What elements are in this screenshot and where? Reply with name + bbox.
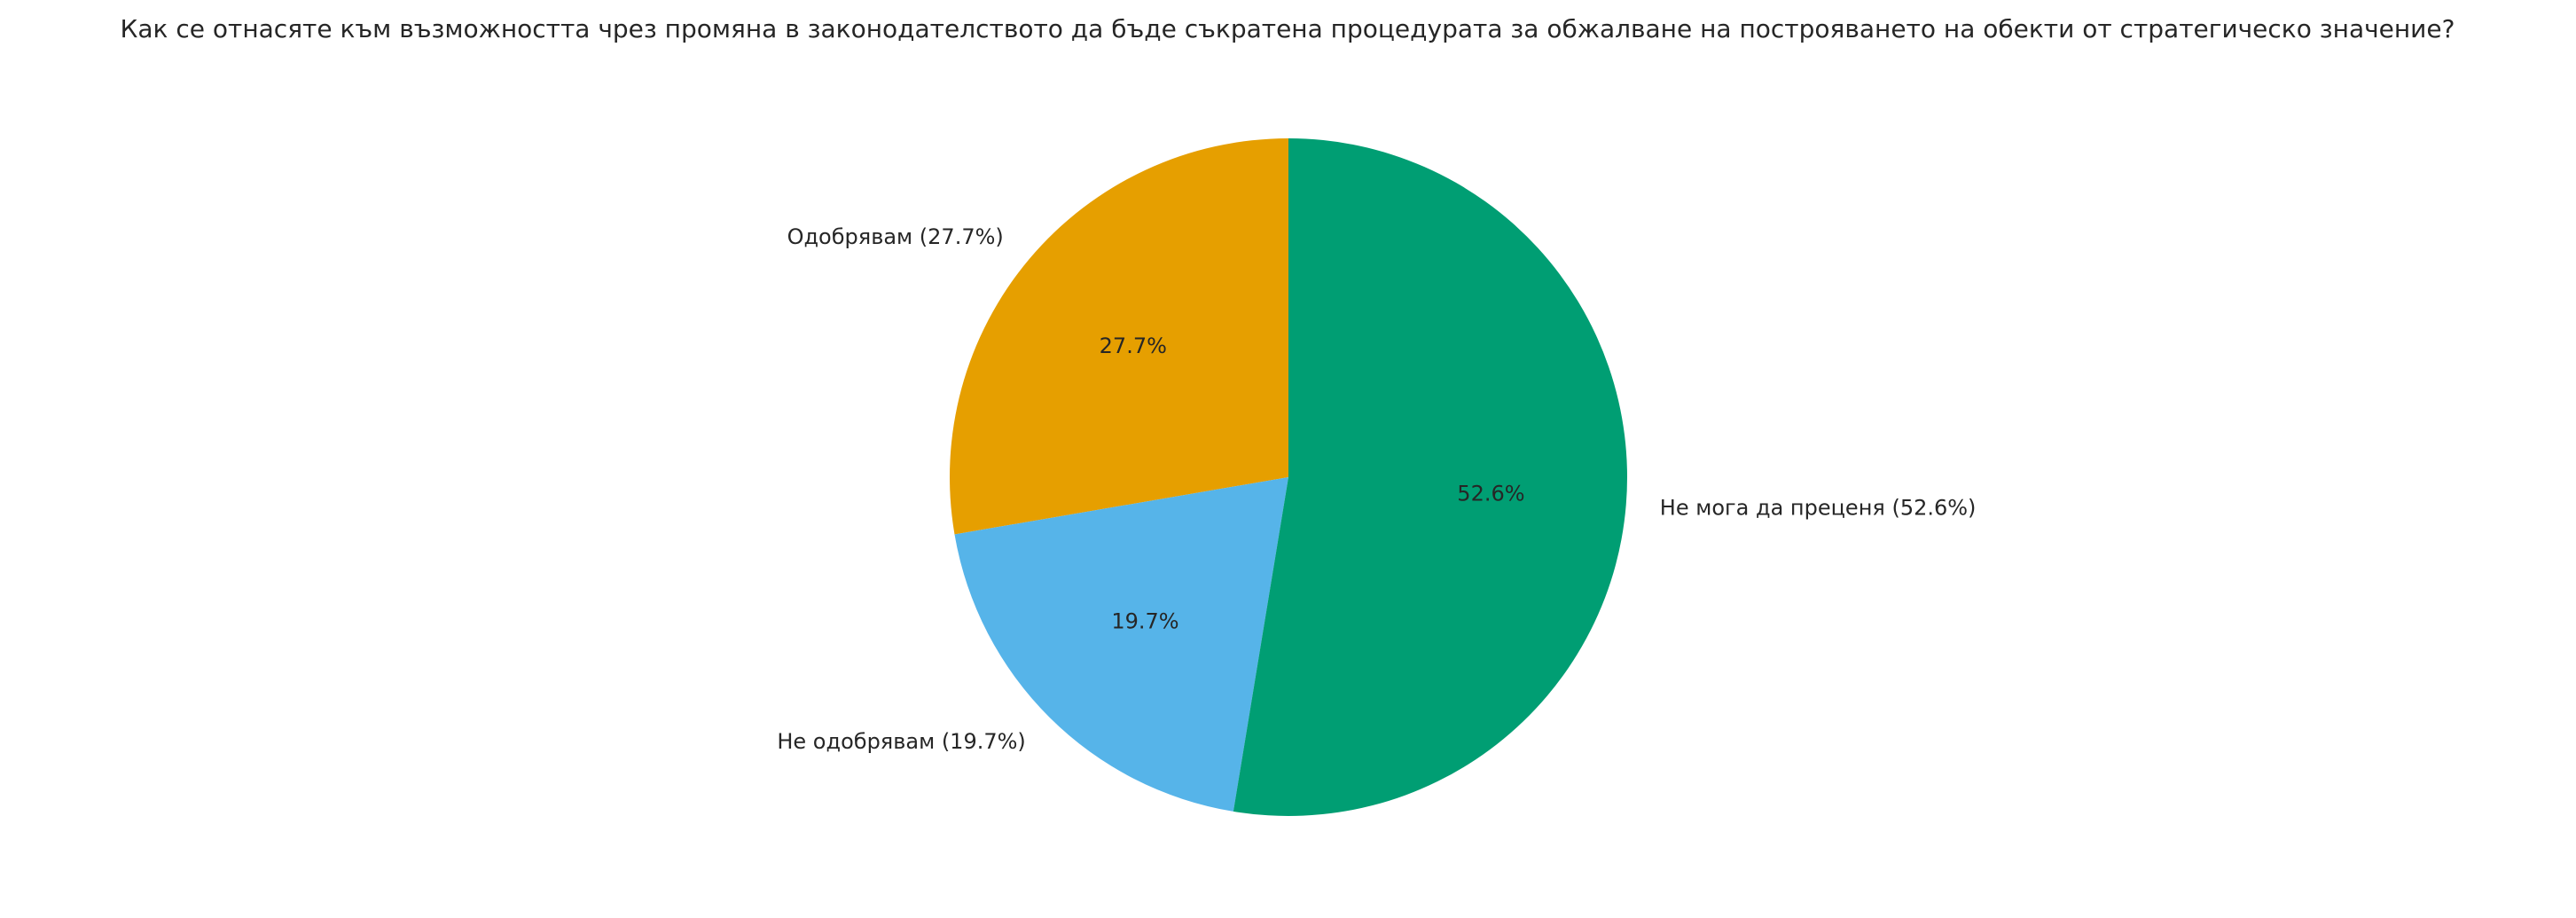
- pie-percent-labels: 27.7% 19.7% 52.6%: [1100, 333, 1525, 633]
- chart-title: Как се отнасяте към възможността чрез пр…: [121, 14, 2455, 43]
- pie-outer-labels: Одобрявам (27.7%) Не одобрявам (19.7%) Не …: [777, 224, 1976, 754]
- pie-percent-label-0: 27.7%: [1100, 333, 1167, 358]
- pie-percent-label-2: 52.6%: [1457, 482, 1524, 506]
- pie-slice-1: [954, 477, 1288, 812]
- pie-slice-label-1: Не одобрявам (19.7%): [777, 729, 1025, 754]
- pie-slices: [950, 138, 1627, 816]
- pie-percent-label-1: 19.7%: [1111, 609, 1178, 634]
- pie-slice-label-0: Одобрявам (27.7%): [787, 224, 1004, 249]
- pie-slice-label-2: Не мога да преценя (52.6%): [1660, 495, 1977, 520]
- pie-slice-0: [950, 138, 1288, 535]
- pie-slice-2: [1233, 138, 1627, 816]
